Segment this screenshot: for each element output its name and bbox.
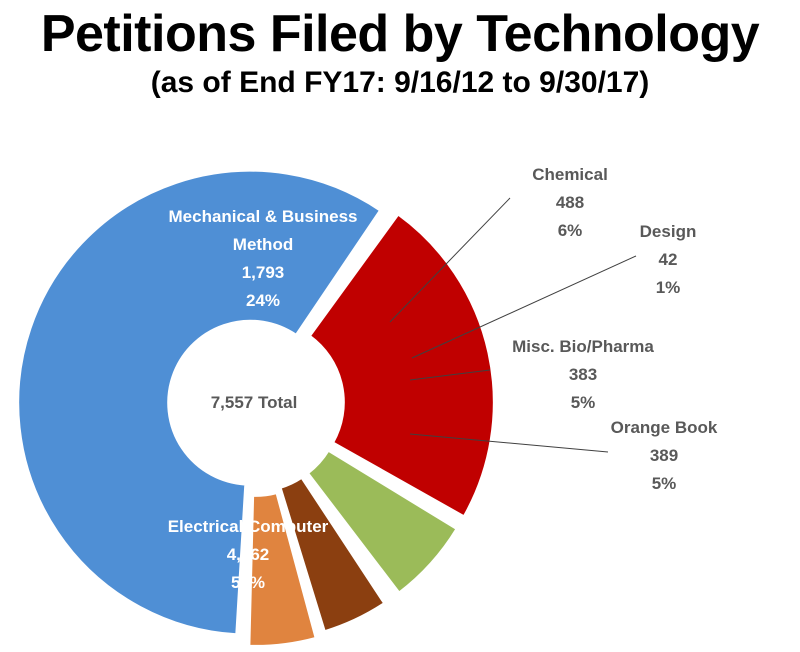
label-orange-book-name: Orange Book [611,418,718,437]
leader-line-misc-bio-pharma [409,369,491,381]
label-orange-book-percent: 5% [652,474,677,493]
label-chemical: Chemical 488 6% [532,165,608,240]
labels-layer: Mechanical & Business Method 1,793 24% Chemi… [168,165,718,592]
label-design-value: 42 [659,250,678,269]
label-misc-bio-pharma-name: Misc. Bio/Pharma [512,337,654,356]
leader-lines-layer [389,197,637,453]
leader-line-chemical [389,197,511,323]
label-mechanical-business-method-value: 1,793 [242,263,285,282]
page-title: Petitions Filed by Technology [40,5,760,63]
slice-design [302,472,392,598]
label-mechanical-business-method-name: Method [233,235,293,254]
page-subtitle: (as of End FY17: 9/16/12 to 9/30/17) [150,66,650,99]
slice-misc-bio-pharma [279,476,386,633]
label-mechanical-business-method-name: Mechanical & Business [169,207,358,226]
label-chemical-percent: 6% [558,221,583,240]
label-design: Design 42 1% [640,222,697,297]
label-mechanical-business-method-percent: 24% [246,291,280,310]
center-total-label: 7,557 Total [211,393,298,412]
slice-mechanical-business-method [308,213,495,518]
slice-chemical [306,449,458,594]
label-electrical-computer-name: Electrical/Computer [168,517,329,536]
label-electrical-computer-percent: 59% [231,573,265,592]
leader-line-orange-book [409,433,609,453]
label-orange-book-value: 389 [650,446,678,465]
label-chemical-value: 488 [556,193,584,212]
label-misc-bio-pharma: Misc. Bio/Pharma 383 5% [512,337,654,412]
slice-orange-book [248,491,317,647]
label-design-name: Design [640,222,697,241]
label-electrical-computer: Electrical/Computer 4,462 59% [168,517,329,592]
slice-electrical-computer [17,169,382,636]
label-misc-bio-pharma-percent: 5% [571,393,596,412]
label-electrical-computer-value: 4,462 [227,545,270,564]
label-design-percent: 1% [656,278,681,297]
label-misc-bio-pharma-value: 383 [569,365,597,384]
leader-line-design [411,255,637,359]
label-mechanical-business-method: Mechanical & Business Method 1,793 24% [169,207,358,310]
label-chemical-name: Chemical [532,165,608,184]
label-orange-book: Orange Book 389 5% [611,418,718,493]
slices-layer [17,169,495,647]
